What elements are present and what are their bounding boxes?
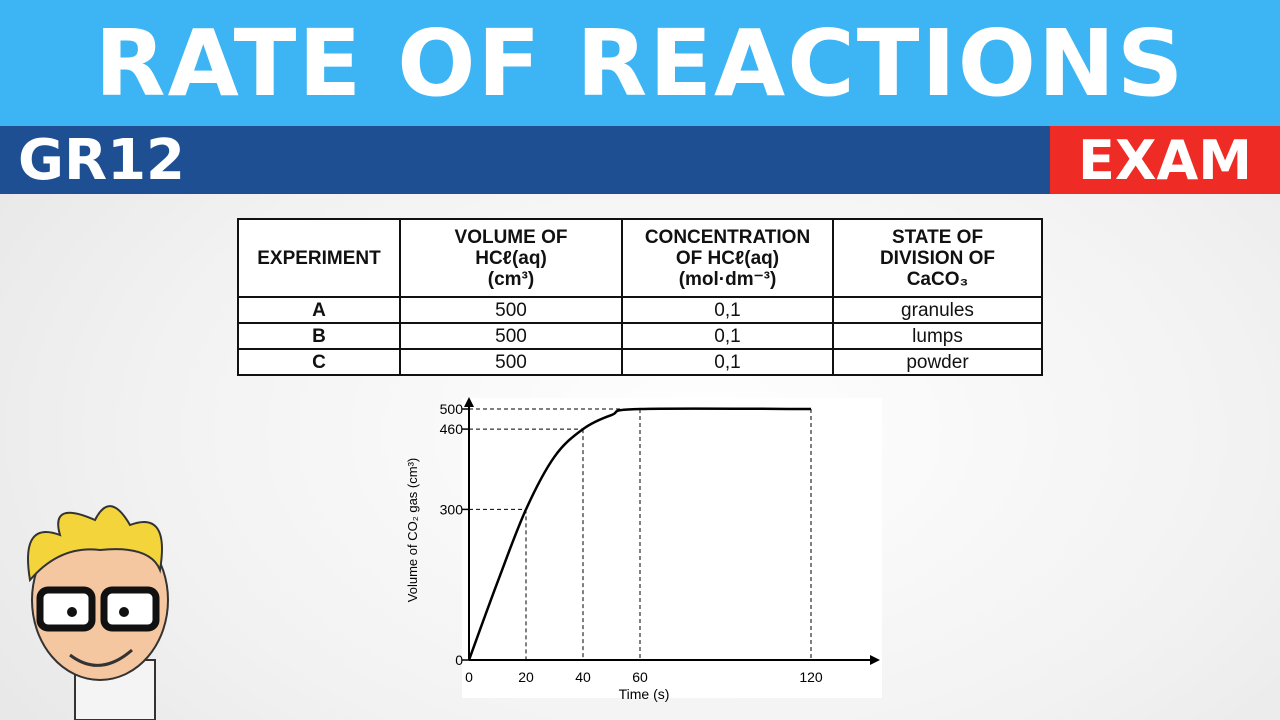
- y-tick-label: 300: [440, 501, 464, 517]
- x-tick-label: 120: [799, 669, 823, 685]
- hair: [27, 505, 163, 583]
- cell: 500: [399, 348, 623, 376]
- cell: lumps: [832, 322, 1043, 350]
- x-tick-label: 60: [632, 669, 648, 685]
- page-title: RATE OF REACTIONS: [94, 9, 1186, 117]
- y-axis-arrow-icon: [464, 397, 474, 407]
- grade-label: GR12: [18, 128, 186, 193]
- cell: C: [237, 348, 401, 376]
- y-tick-label: 500: [440, 401, 464, 417]
- header-concentration: CONCENTRATION OF HCℓ(aq) (mol·dm⁻³): [621, 218, 834, 298]
- y-axis-label: Volume of CO₂ gas (cm³): [405, 458, 420, 602]
- x-axis-label: Time (s): [619, 686, 670, 702]
- header-experiment: EXPERIMENT: [237, 218, 401, 298]
- table-row: B 500 0,1 lumps: [237, 322, 1043, 350]
- header-state: STATE OF DIVISION OF CaCO₃: [832, 218, 1043, 298]
- x-tick-label: 0: [465, 669, 473, 685]
- cartoon-character: [27, 505, 169, 720]
- table-row: C 500 0,1 powder: [237, 348, 1043, 376]
- x-tick-label: 20: [518, 669, 534, 685]
- cell: A: [237, 296, 401, 324]
- cell: 0,1: [621, 348, 834, 376]
- glasses-left: [36, 586, 96, 632]
- cell: granules: [832, 296, 1043, 324]
- cell: 0,1: [621, 296, 834, 324]
- table-row: A 500 0,1 granules: [237, 296, 1043, 324]
- cell: 500: [399, 322, 623, 350]
- eye-right: [119, 607, 129, 617]
- x-axis-arrow-icon: [870, 655, 880, 665]
- title-banner: RATE OF REACTIONS: [0, 0, 1280, 126]
- y-tick-label: 0: [455, 652, 463, 668]
- exam-badge: EXAM: [1050, 126, 1280, 194]
- eye-left: [67, 607, 77, 617]
- table-header-row: EXPERIMENT VOLUME OF HCℓ(aq) (cm³) CONCENT…: [237, 218, 1043, 298]
- experiment-table: EXPERIMENT VOLUME OF HCℓ(aq) (cm³) CONCENT…: [237, 218, 1043, 376]
- cell: 0,1: [621, 322, 834, 350]
- glasses-right: [100, 586, 160, 632]
- cell: 500: [399, 296, 623, 324]
- cell: powder: [832, 348, 1043, 376]
- x-tick-label: 40: [575, 669, 591, 685]
- y-tick-label: 460: [440, 421, 464, 437]
- smile: [69, 648, 133, 667]
- header-volume: VOLUME OF HCℓ(aq) (cm³): [399, 218, 623, 298]
- cell: B: [237, 322, 401, 350]
- series-line: [467, 407, 812, 661]
- chart-background: [462, 398, 882, 698]
